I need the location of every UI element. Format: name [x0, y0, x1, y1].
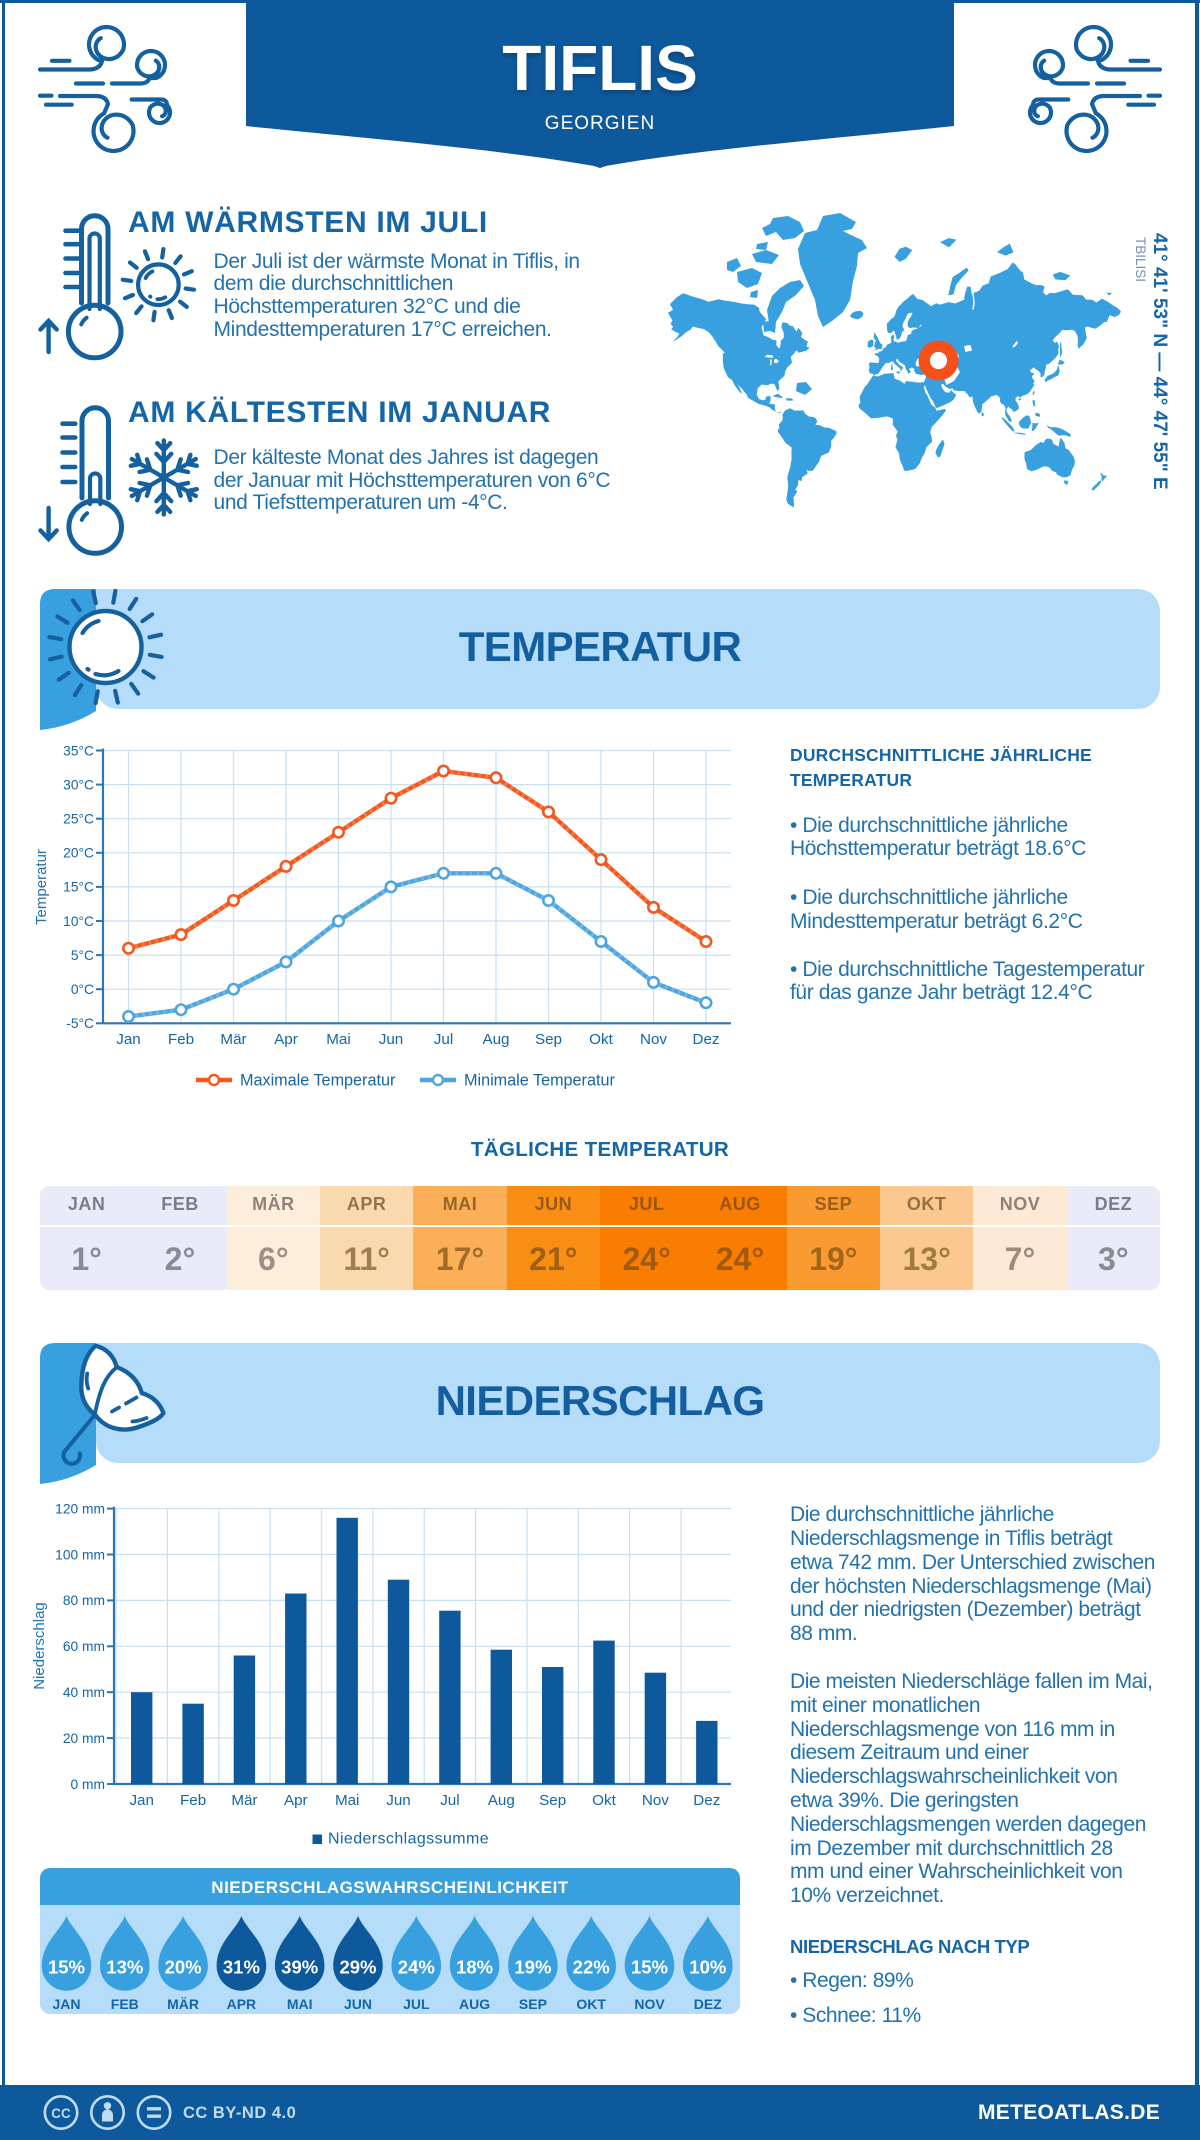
svg-text:60 mm: 60 mm — [63, 1639, 105, 1654]
svg-text:JUN: JUN — [344, 1996, 372, 2012]
svg-text:Mai: Mai — [335, 1792, 359, 1809]
svg-text:JUL: JUL — [403, 1996, 430, 2012]
svg-text:19%: 19% — [514, 1957, 551, 1978]
svg-text:100 mm: 100 mm — [55, 1547, 105, 1562]
svg-text:25°C: 25°C — [63, 812, 94, 827]
svg-text:Temperatur: Temperatur — [33, 849, 50, 925]
svg-text:Jan: Jan — [129, 1792, 154, 1809]
svg-text:22%: 22% — [573, 1957, 610, 1978]
svg-text:JAN: JAN — [52, 1996, 80, 2012]
svg-text:5°C: 5°C — [71, 948, 94, 963]
svg-text:Minimale Temperatur: Minimale Temperatur — [464, 1072, 615, 1090]
svg-text:Okt: Okt — [592, 1792, 616, 1809]
svg-text:Jun: Jun — [386, 1792, 411, 1809]
svg-text:0 mm: 0 mm — [71, 1777, 106, 1792]
svg-text:DEZ: DEZ — [694, 1996, 722, 2012]
svg-text:CC: CC — [51, 2106, 71, 2121]
svg-text:Sep: Sep — [535, 1031, 562, 1048]
svg-text:Apr: Apr — [284, 1792, 308, 1809]
svg-text:Jun: Jun — [379, 1031, 404, 1048]
svg-text:30°C: 30°C — [63, 777, 94, 792]
svg-text:MAI: MAI — [287, 1996, 313, 2012]
svg-text:SEP: SEP — [519, 1996, 547, 2012]
svg-text:Nov: Nov — [640, 1031, 667, 1048]
svg-text:10%: 10% — [689, 1957, 726, 1978]
svg-text:Dez: Dez — [692, 1031, 719, 1048]
svg-text:Jul: Jul — [434, 1031, 453, 1048]
svg-text:24%: 24% — [398, 1957, 435, 1978]
svg-text:Sep: Sep — [539, 1792, 566, 1809]
svg-text:OKT: OKT — [576, 1996, 606, 2012]
svg-text:13%: 13% — [106, 1957, 143, 1978]
svg-text:Niederschlag: Niederschlag — [31, 1602, 48, 1690]
svg-text:15°C: 15°C — [63, 880, 94, 895]
svg-text:Mär: Mär — [231, 1792, 257, 1809]
svg-text:18%: 18% — [456, 1957, 493, 1978]
svg-text:120 mm: 120 mm — [55, 1501, 105, 1516]
svg-text:35°C: 35°C — [63, 743, 94, 758]
svg-text:Nov: Nov — [642, 1792, 669, 1809]
svg-text:Feb: Feb — [168, 1031, 194, 1048]
svg-text:AUG: AUG — [459, 1996, 490, 2012]
svg-text:Feb: Feb — [180, 1792, 206, 1809]
svg-text:-5°C: -5°C — [66, 1016, 94, 1031]
svg-text:15%: 15% — [48, 1957, 85, 1978]
svg-text:40 mm: 40 mm — [63, 1685, 105, 1700]
svg-text:80 mm: 80 mm — [63, 1593, 105, 1608]
svg-text:Jul: Jul — [440, 1792, 459, 1809]
svg-text:Dez: Dez — [693, 1792, 720, 1809]
svg-text:29%: 29% — [339, 1957, 376, 1978]
svg-text:15%: 15% — [631, 1957, 668, 1978]
svg-text:39%: 39% — [281, 1957, 318, 1978]
svg-text:Okt: Okt — [589, 1031, 613, 1048]
svg-text:NOV: NOV — [634, 1996, 665, 2012]
svg-text:Aug: Aug — [482, 1031, 509, 1048]
svg-text:Apr: Apr — [274, 1031, 298, 1048]
svg-text:MÄR: MÄR — [167, 1996, 199, 2012]
svg-text:10°C: 10°C — [63, 914, 94, 929]
svg-text:20%: 20% — [165, 1957, 202, 1978]
svg-text:20°C: 20°C — [63, 846, 94, 861]
svg-text:0°C: 0°C — [71, 982, 94, 997]
svg-text:Niederschlagssumme: Niederschlagssumme — [328, 1831, 489, 1848]
svg-text:APR: APR — [227, 1996, 257, 2012]
svg-text:20 mm: 20 mm — [63, 1731, 105, 1746]
svg-text:Mär: Mär — [220, 1031, 246, 1048]
svg-text:Aug: Aug — [488, 1792, 515, 1809]
svg-text:31%: 31% — [223, 1957, 260, 1978]
svg-text:Jan: Jan — [116, 1031, 141, 1048]
svg-text:FEB: FEB — [111, 1996, 139, 2012]
svg-text:Maximale Temperatur: Maximale Temperatur — [240, 1072, 396, 1090]
svg-text:Mai: Mai — [326, 1031, 350, 1048]
